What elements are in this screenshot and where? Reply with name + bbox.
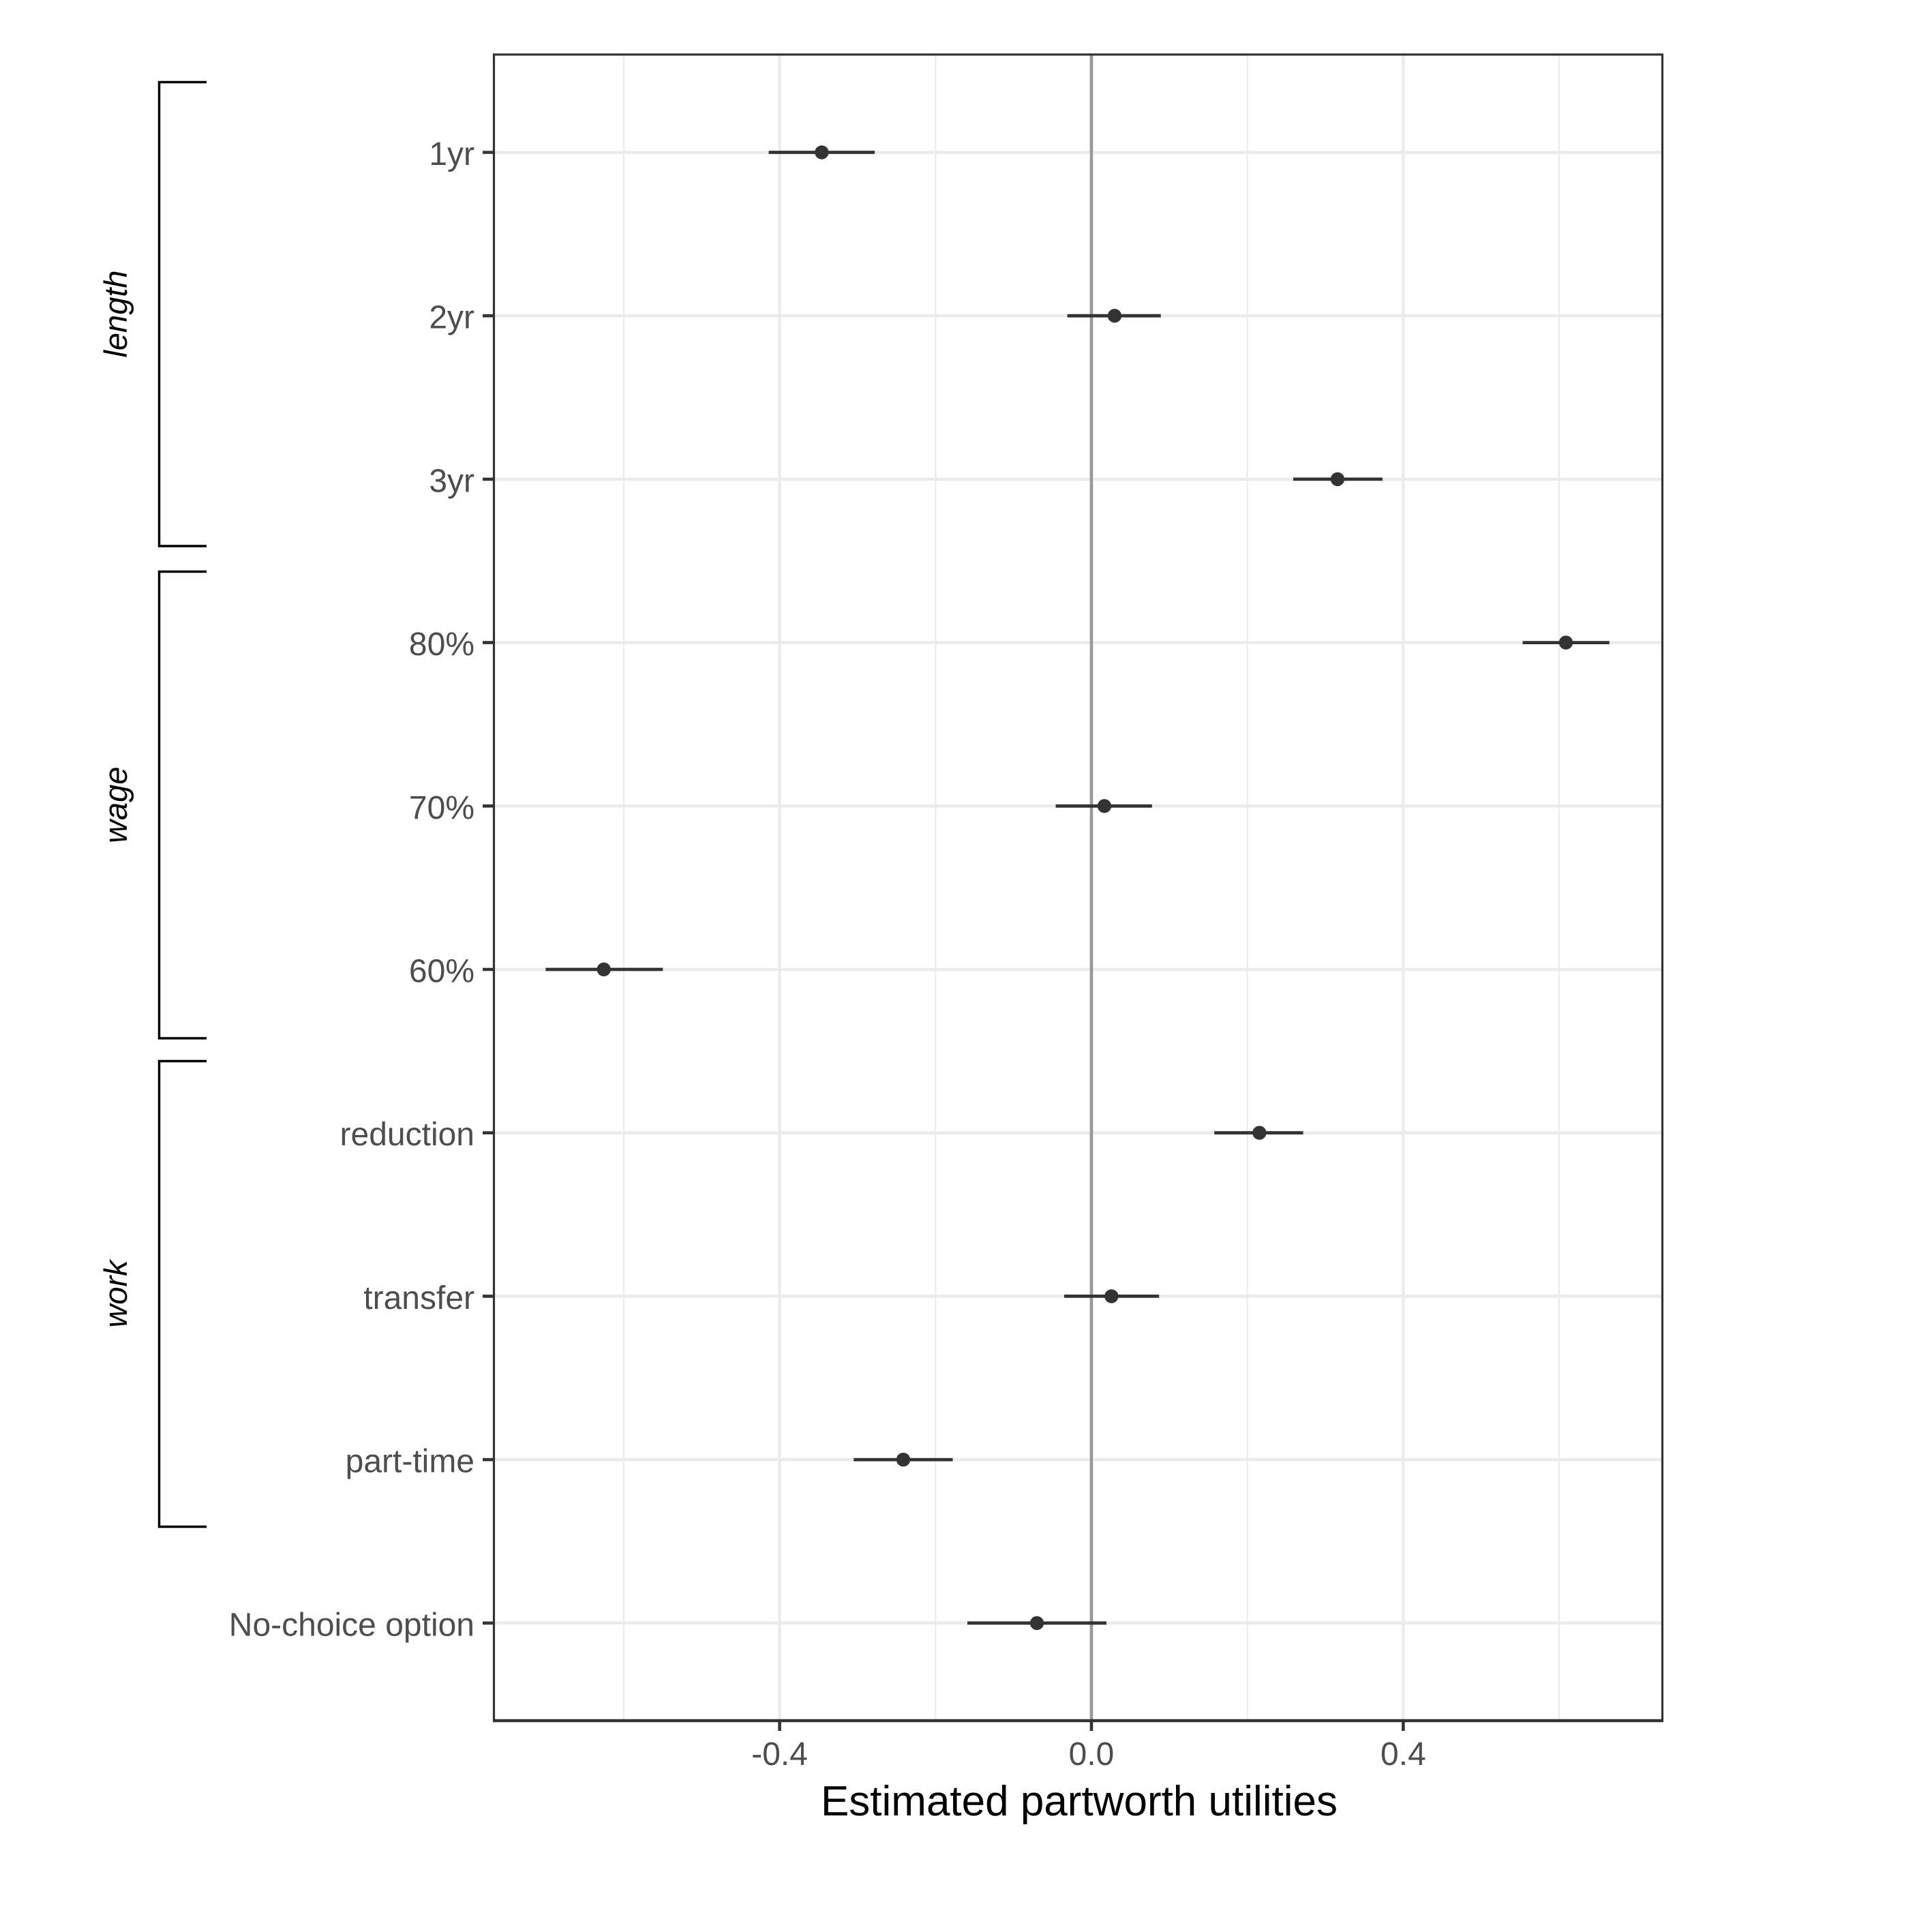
- svg-text:work: work: [97, 1258, 134, 1328]
- svg-text:2yr: 2yr: [429, 300, 474, 336]
- svg-text:70%: 70%: [409, 790, 474, 826]
- svg-text:0.0: 0.0: [1069, 1736, 1115, 1772]
- svg-text:-0.4: -0.4: [751, 1736, 808, 1772]
- svg-text:80%: 80%: [409, 627, 474, 663]
- svg-text:3yr: 3yr: [429, 463, 474, 499]
- svg-text:reduction: reduction: [340, 1117, 474, 1153]
- svg-text:Estimated partworth utilities: Estimated partworth utilities: [821, 1778, 1338, 1825]
- svg-text:wage: wage: [97, 767, 134, 843]
- svg-text:No-choice option: No-choice option: [229, 1607, 474, 1643]
- svg-text:transfer: transfer: [363, 1280, 474, 1316]
- svg-text:0.4: 0.4: [1380, 1736, 1426, 1772]
- svg-text:part-time: part-time: [346, 1444, 474, 1480]
- svg-text:1yr: 1yr: [429, 136, 474, 172]
- svg-text:60%: 60%: [409, 954, 474, 990]
- svg-text:length: length: [97, 270, 134, 357]
